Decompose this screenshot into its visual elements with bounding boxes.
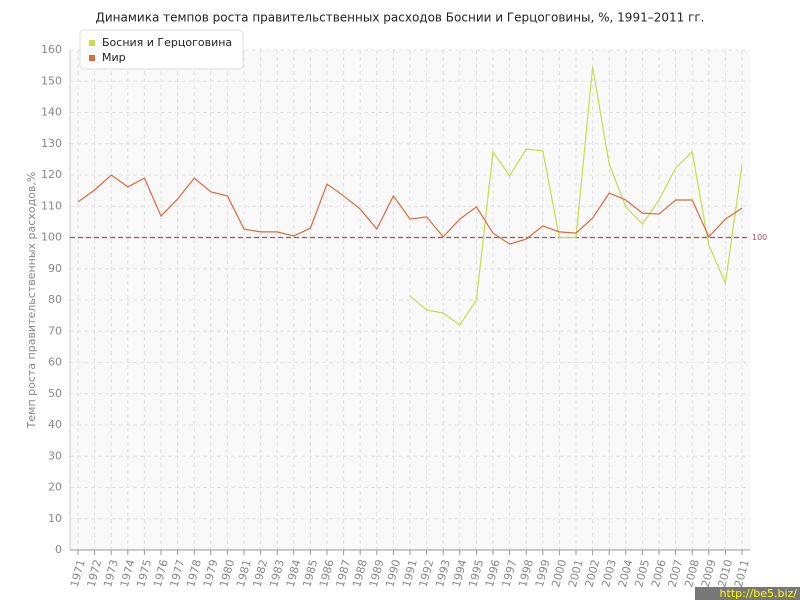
y-tick-label: 30 [48,449,62,462]
y-tick-label: 10 [48,512,62,525]
y-tick-label: 100 [41,231,62,244]
watermark: http://be5.biz/ [720,587,798,600]
legend-swatch [89,55,95,61]
y-tick-label: 130 [41,137,62,150]
y-tick-label: 110 [41,199,62,212]
y-tick-label: 0 [55,543,62,556]
y-axis-label: Темп роста правительственных расходов,% [25,172,38,430]
y-tick-label: 40 [48,418,62,431]
chart-title: Динамика темпов роста правительственных … [95,11,704,25]
series-line [409,66,743,326]
y-tick-label: 50 [48,387,62,400]
legend-box [79,29,244,70]
y-tick-label: 60 [48,356,62,369]
legend-label: Мир [102,51,126,64]
y-tick-label: 90 [48,262,62,275]
y-tick-label: 150 [41,74,62,87]
watermark-bg [695,587,800,600]
y-tick-label: 80 [48,293,62,306]
legend-swatch [89,40,95,46]
y-tick-label: 140 [41,106,62,119]
reference-label: 100 [752,233,767,242]
y-tick-label: 70 [48,324,62,337]
y-tick-label: 160 [41,43,62,56]
y-tick-label: 120 [41,168,62,181]
y-tick-label: 20 [48,481,62,494]
series-line [77,174,743,245]
x-tick-label: 2011 [732,558,752,588]
legend-label: Босния и Герцоговина [102,36,232,49]
